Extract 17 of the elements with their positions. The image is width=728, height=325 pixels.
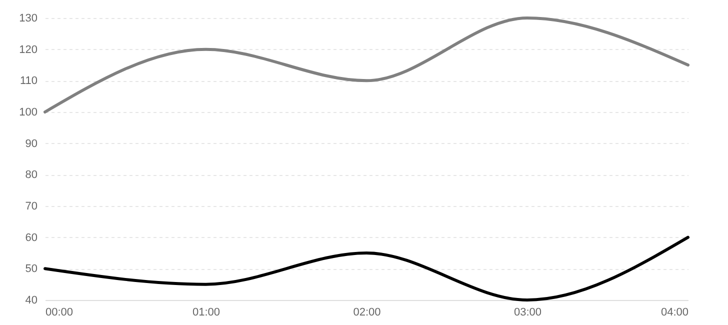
y-tick-label: 80	[25, 169, 38, 182]
x-tick-label: 00:00	[46, 306, 74, 318]
y-tick-label: 50	[25, 263, 38, 276]
y-tick-label: 60	[25, 232, 38, 244]
y-tick-label: 100	[19, 106, 38, 118]
x-tick-label: 01:00	[192, 306, 220, 318]
y-tick-label: 110	[20, 75, 38, 88]
y-tick-label: 40	[25, 294, 38, 306]
line-series	[44, 16, 690, 114]
y-tick-label: 120	[19, 44, 38, 56]
y-tick-label: 70	[25, 200, 38, 212]
x-tick-label: 03:00	[514, 306, 542, 318]
line-series	[44, 236, 690, 302]
y-tick-label: 130	[19, 12, 38, 24]
x-tick-label: 04:00	[660, 306, 688, 318]
x-tick-label: 02:00	[353, 306, 381, 318]
y-tick-label: 90	[25, 138, 38, 150]
